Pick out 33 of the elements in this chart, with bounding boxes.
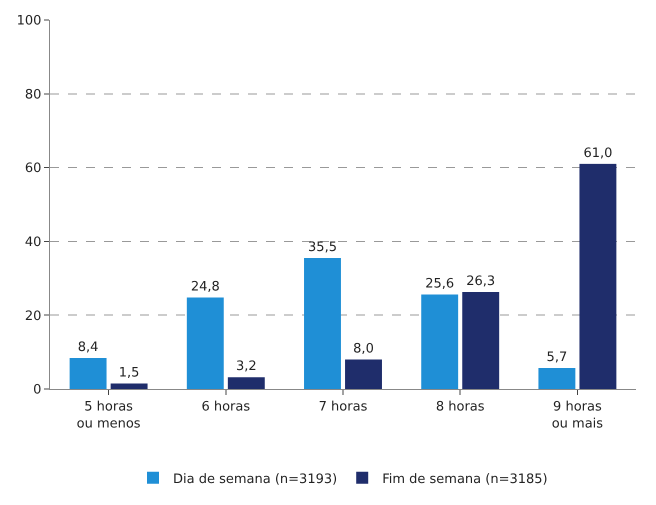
data-label: 61,0 (583, 146, 612, 161)
data-label: 8,0 (353, 341, 374, 356)
data-label: 5,7 (546, 350, 568, 365)
data-label: 3,2 (236, 359, 257, 374)
data-label: 8,4 (78, 340, 98, 355)
data-label: 26,3 (466, 274, 496, 289)
x-tick-label: 8 horas (436, 400, 485, 415)
bar (421, 294, 458, 389)
bar (304, 258, 341, 389)
data-label: 35,5 (308, 240, 337, 256)
y-tick-label: 40 (24, 234, 42, 250)
y-tick-label: 20 (24, 308, 42, 324)
legend-label: Dia de semana (n=3193) (173, 472, 338, 487)
bar (538, 368, 576, 389)
legend-label: Fim de semana (n=3185) (382, 472, 548, 487)
x-tick-label: 6 horas (201, 400, 250, 415)
y-tick-label: 100 (16, 14, 42, 29)
bar (110, 383, 148, 389)
y-tick-label: 0 (33, 382, 42, 398)
bar (462, 292, 500, 389)
x-tick-label: 7 horas (318, 400, 368, 415)
y-tick-label: 80 (24, 87, 42, 102)
x-tick-label: 5 horas ou menos (76, 400, 141, 432)
data-label: 1,5 (118, 365, 140, 380)
x-tick-label: 9 horas ou mais (552, 400, 604, 432)
bar (579, 164, 616, 389)
bar (70, 358, 107, 389)
data-label: 25,6 (425, 276, 454, 292)
y-tick-label: 60 (24, 161, 42, 176)
bar (345, 359, 382, 389)
data-label: 24,8 (190, 279, 220, 294)
bar (186, 297, 224, 389)
bar (228, 377, 265, 389)
